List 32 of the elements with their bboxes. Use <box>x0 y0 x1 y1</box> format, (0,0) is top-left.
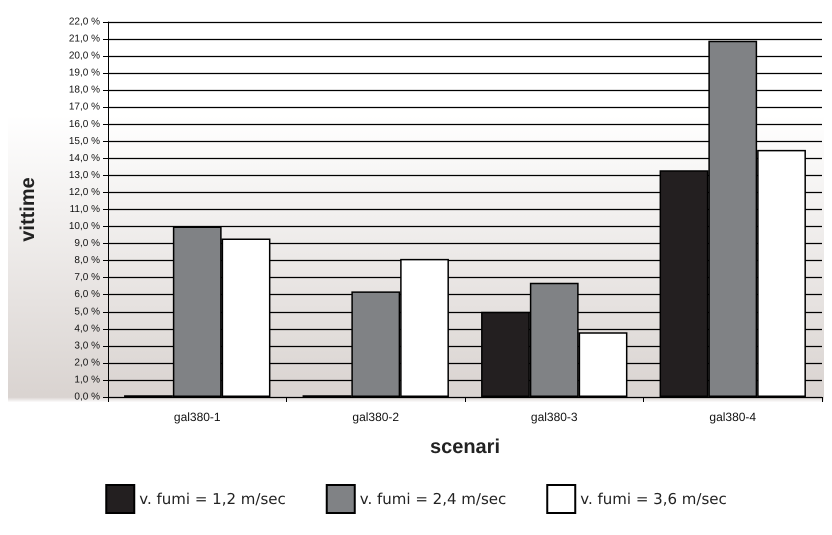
y-tick-label: 15,0 % <box>68 136 100 147</box>
y-tick-label: 2,0 % <box>74 357 100 368</box>
y-axis-title: vittime <box>17 177 39 242</box>
y-tick-label: 18,0 % <box>68 84 100 96</box>
y-tick-label: 22,0 % <box>68 16 100 28</box>
y-tick-label: 6,0 % <box>74 289 100 300</box>
x-axis-title: scenari <box>430 436 500 458</box>
legend-label: v. fumi = 3,6 m/sec <box>580 490 727 508</box>
y-tick-label: 4,0 % <box>74 323 100 334</box>
y-tick-label: 1,0 % <box>74 374 100 386</box>
y-tick-label: 13,0 % <box>68 170 100 181</box>
y-tick-label: 3,0 % <box>74 340 100 352</box>
y-tick-label: 12,0 % <box>68 186 100 198</box>
y-tick-label: 20,0 % <box>68 50 100 62</box>
y-tick-label: 14,0 % <box>68 152 100 164</box>
y-tick-label: 11,0 % <box>70 204 100 215</box>
x-tick-label: gal380-4 <box>709 410 756 424</box>
legend-label: v. fumi = 1,2 m/sec <box>139 490 286 508</box>
x-tick-label: gal380-1 <box>174 410 221 424</box>
x-tick-label: gal380-2 <box>352 410 400 424</box>
x-tick-label: gal380-3 <box>530 410 578 424</box>
y-tick-label: 19,0 % <box>68 68 100 79</box>
y-tick-label: 7,0 % <box>74 272 100 284</box>
y-tick-label: 17,0 % <box>68 102 100 113</box>
y-tick-label: 10,0 % <box>68 221 100 232</box>
y-tick-label: 8,0 % <box>74 255 100 266</box>
legend-label: v. fumi = 2,4 m/sec <box>360 490 506 508</box>
y-tick-label: 9,0 % <box>74 238 100 250</box>
y-tick-label: 0,0 % <box>74 392 100 402</box>
y-tick-label: 16,0 % <box>68 118 100 130</box>
y-tick-label: 21,0 % <box>68 34 100 45</box>
y-tick-label: 5,0 % <box>74 306 100 318</box>
